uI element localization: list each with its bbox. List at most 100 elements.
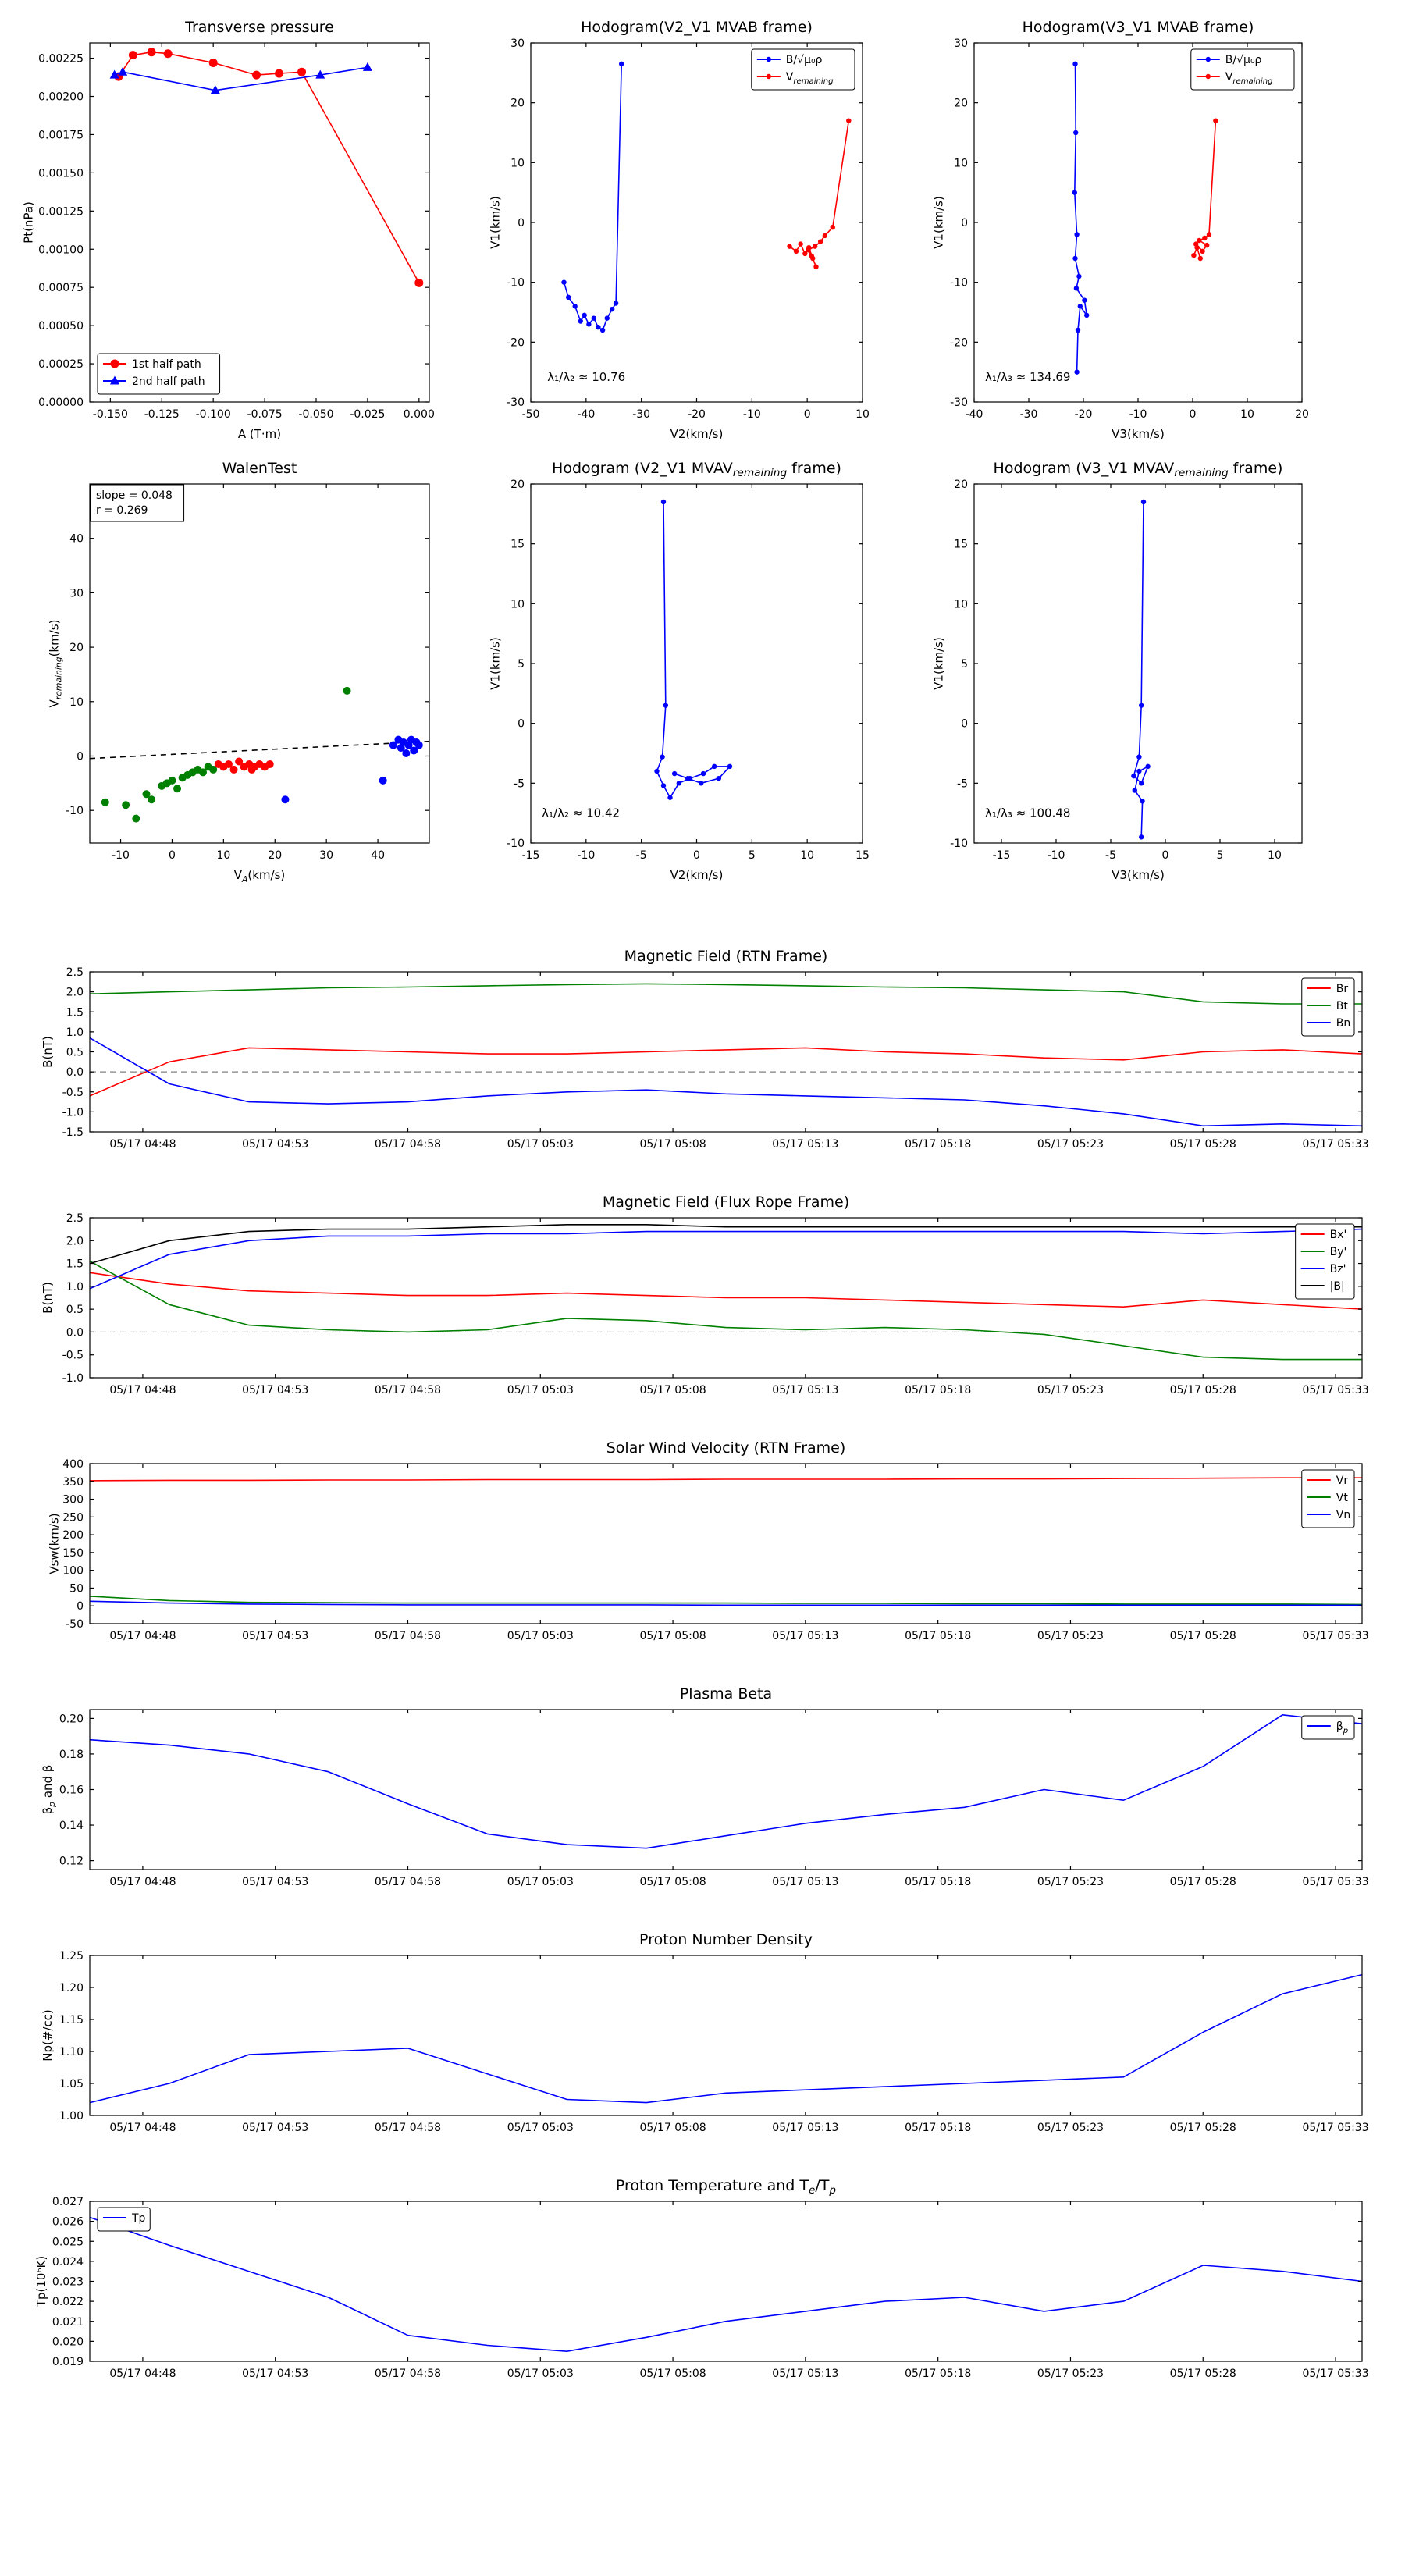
chart-title: Magnetic Field (Flux Rope Frame) — [603, 1194, 849, 1211]
y-tick-label: 0.00150 — [38, 167, 84, 180]
x-tick-label: -10 — [1048, 849, 1065, 862]
chart-title: Transverse pressure — [184, 19, 334, 36]
marker-dot — [1145, 763, 1151, 770]
y-tick-label: 20 — [954, 479, 968, 491]
plot-background — [90, 1464, 1362, 1624]
plot-background — [531, 484, 863, 843]
x-tick-label: 05/17 05:13 — [772, 1630, 838, 1642]
marker-dot — [572, 304, 578, 309]
x-tick-label: 05/17 05:23 — [1037, 1630, 1104, 1642]
x-tick-label: 05/17 05:03 — [507, 2122, 574, 2134]
marker-dot — [1213, 118, 1218, 123]
y-tick-label: 30 — [69, 587, 84, 600]
y-tick-label: -10 — [950, 838, 968, 850]
y-axis-label: Pt(nPa) — [22, 201, 36, 244]
marker-dot — [822, 233, 828, 239]
x-tick-label: 05/17 05:08 — [640, 1876, 706, 1888]
marker-dot — [565, 294, 571, 301]
y-tick-label: 10 — [510, 157, 525, 169]
x-tick-label: 05/17 05:03 — [507, 1138, 574, 1151]
y-tick-label: 350 — [62, 1476, 84, 1489]
marker-dot — [1072, 190, 1077, 195]
x-axis-label: A (T·m) — [238, 427, 281, 441]
x-tick-label: 05/17 04:53 — [242, 1630, 308, 1642]
marker-point — [142, 790, 151, 799]
markers-v-remaining — [787, 118, 852, 269]
marker-point — [224, 760, 233, 768]
marker-dot — [846, 118, 852, 123]
y-tick-label: 1.25 — [59, 1950, 84, 1962]
marker-dot — [1202, 235, 1208, 241]
x-tick-label: -40 — [577, 408, 595, 421]
marker-dot — [1074, 232, 1080, 237]
x-tick-label: -0.100 — [196, 408, 231, 421]
x-tick-label: 05/17 04:48 — [109, 2122, 176, 2134]
x-tick-label: -20 — [688, 408, 706, 421]
chart-title: Proton Number Density — [639, 1931, 813, 1948]
legend-label: Vremaining — [1225, 71, 1273, 86]
marker-dot — [793, 248, 799, 254]
x-tick-label: 5 — [749, 849, 756, 862]
y-tick-label: -1.0 — [62, 1372, 84, 1385]
y-tick-label: 0.00200 — [38, 91, 84, 104]
legend-label: Tp — [131, 2212, 146, 2225]
x-tick-label: 0 — [804, 408, 811, 421]
marker-dot — [1131, 773, 1136, 779]
marker-dot — [830, 224, 835, 230]
legend: Tp — [97, 2207, 151, 2232]
series-bn — [89, 1037, 1363, 1127]
y-axis-label: βp and β — [41, 1765, 57, 1815]
marker-dot — [1191, 252, 1197, 258]
y-tick-label: 0.14 — [59, 1820, 84, 1832]
marker-dot — [660, 499, 667, 505]
y-tick-label: 0 — [76, 750, 84, 763]
x-tick-label: 05/17 04:53 — [242, 1138, 308, 1151]
y-tick-label: 20 — [69, 642, 84, 654]
y-tick-label: -1.0 — [62, 1106, 84, 1119]
legend-label: Bt — [1336, 1000, 1349, 1012]
marker-point — [101, 798, 109, 806]
x-axis-label: VA(km/s) — [234, 868, 286, 884]
y-tick-label: 2.0 — [66, 1235, 84, 1247]
axes-frame — [89, 1217, 1363, 1379]
x-tick-label: -10 — [577, 849, 595, 862]
marker-dot — [1193, 241, 1199, 247]
chart-walen-test: -10 0 10 20 30 40 -10 0 10 20 30 40 WalenTest VA(km/s… — [47, 460, 430, 884]
y-tick-label: 10 — [954, 598, 968, 610]
y-tick-label: 15 — [954, 539, 968, 551]
marker-dot — [1140, 799, 1145, 804]
legend-label: B/√μ₀ρ — [1225, 54, 1262, 66]
chart-proton-number-density: 05/17 04:48 05/17 04:53 05/17 04:58 05/17 0… — [41, 1931, 1368, 2134]
x-tick-label: 05/17 05:33 — [1302, 1138, 1368, 1151]
marker-dot — [1073, 286, 1080, 291]
y-tick-label: 0.00125 — [38, 205, 84, 218]
chart-magnetic-field-flux-rope: 05/17 04:48 05/17 04:53 05/17 04:58 05/17 0… — [41, 1194, 1368, 1397]
x-tick-label: 05/17 04:48 — [109, 2368, 176, 2380]
chart-hodogram-v3v1-mvab: -40 -30 -20 -10 0 10 20-30-20-100102030Hodogra… — [931, 19, 1309, 441]
marker-circle — [128, 51, 137, 60]
x-tick-label: 05/17 05:18 — [905, 2122, 971, 2134]
x-tick-label: -30 — [1020, 408, 1038, 421]
y-tick-label: 5 — [518, 658, 525, 671]
x-tick-label: 05/17 05:28 — [1170, 1138, 1236, 1151]
x-tick-label: 05/17 04:58 — [375, 2368, 441, 2380]
marker-point — [265, 760, 274, 768]
y-tick-label: 0.022 — [52, 2296, 84, 2308]
legend-frame — [1301, 977, 1355, 1037]
legend: B/√μ₀ρ Vremaining — [751, 48, 855, 91]
x-tick-label: 05/17 05:13 — [772, 1384, 838, 1397]
legend-label: Bz' — [1330, 1263, 1346, 1276]
legend-label: Vn — [1336, 1509, 1350, 1521]
y-tick-label: 0.16 — [59, 1784, 84, 1797]
marker-dot — [676, 781, 682, 786]
series-vr — [89, 1477, 1362, 1482]
y-tick-label: -20 — [950, 336, 968, 349]
marker-circle — [208, 58, 218, 67]
plot-background — [90, 484, 429, 843]
y-tick-label: -30 — [950, 397, 968, 409]
marker-dot — [1132, 788, 1137, 793]
marker-triangle — [362, 62, 372, 71]
y-axis-label: B(nT) — [41, 1282, 55, 1314]
marker-dot — [1197, 255, 1203, 262]
marker-point — [281, 795, 290, 804]
